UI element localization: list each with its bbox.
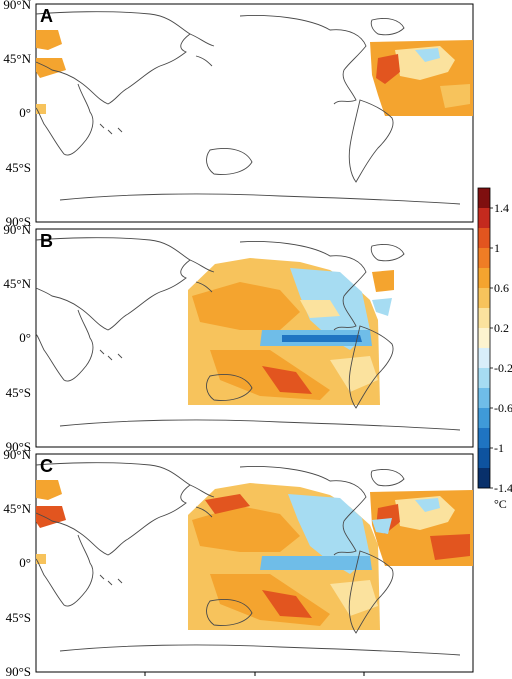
colorbar-label: 0.6 <box>494 281 509 295</box>
panel-b-letter: B <box>40 231 53 251</box>
panel-a-lat-labels: 90°N 45°N 0° 45°S 90°S <box>3 0 31 229</box>
colorbar-label: 0.2 <box>494 321 509 335</box>
colorbar-labels: 1.4 1 0.6 0.2 -0.2 -0.6 -1 -1.4 <box>490 201 512 495</box>
colorbar-swatch <box>478 228 490 249</box>
panel-a-lat-45s: 45°S <box>6 160 31 175</box>
panel-c-letter: C <box>40 456 53 476</box>
colorbar-frame <box>477 187 491 489</box>
colorbar-swatch <box>478 268 490 289</box>
panel-b-lat-labels: 90°N 45°N 0° 45°S 90°S <box>3 222 31 454</box>
colorbar-label: -1 <box>494 441 504 455</box>
colorbar-swatch <box>478 348 490 369</box>
panel-c-anomaly-field <box>36 480 473 630</box>
panel-c-lat-45s: 45°S <box>6 610 31 625</box>
panel-b-lat-90s: 90°S <box>6 439 31 454</box>
panel-b-lat-45n: 45°N <box>3 276 31 291</box>
panel-c-lat-90n: 90°N <box>3 447 31 462</box>
panel-a-lat-0: 0° <box>19 105 31 120</box>
panel-a-anomaly-field <box>36 30 473 116</box>
panel-a-coastlines <box>35 11 461 205</box>
panel-a: A 90°N 45°N 0° 45°S 90°S <box>3 0 474 229</box>
panel-b-lat-45s: 45°S <box>6 385 31 400</box>
panel-c-lon-ticks <box>144 672 365 676</box>
panel-b: B 90°N 45°N 0° 45°S 90°S <box>3 222 474 454</box>
colorbar-swatch <box>478 288 490 309</box>
colorbar-label: -0.2 <box>494 361 512 375</box>
colorbar-swatch <box>478 368 490 389</box>
panel-c-lat-45n: 45°N <box>3 501 31 516</box>
panel-c-lat-90s: 90°S <box>6 664 31 679</box>
panel-c: C 90°N 45°N 0° 45°S 90°S <box>3 447 474 679</box>
colorbar-label: 1 <box>494 241 500 255</box>
colorbar-label: 1.4 <box>494 201 509 215</box>
colorbar: 1.4 1 0.6 0.2 -0.2 -0.6 -1 -1.4 °C <box>477 187 512 511</box>
colorbar-swatch <box>478 428 490 449</box>
colorbar-swatches <box>478 188 490 489</box>
panel-a-lat-90s: 90°S <box>6 214 31 229</box>
colorbar-swatch <box>478 308 490 329</box>
panel-c-lat-labels: 90°N 45°N 0° 45°S 90°S <box>3 447 31 679</box>
panel-b-coastlines <box>35 237 461 431</box>
panel-b-lat-90n: 90°N <box>3 222 31 237</box>
colorbar-swatch <box>478 448 490 469</box>
panel-b-lat-0: 0° <box>19 330 31 345</box>
panel-c-coastlines <box>35 462 461 656</box>
colorbar-swatch <box>478 328 490 349</box>
colorbar-swatch <box>478 468 490 489</box>
colorbar-swatch <box>478 188 490 209</box>
colorbar-swatch <box>478 388 490 409</box>
panel-a-letter: A <box>40 6 53 26</box>
panel-a-lat-45n: 45°N <box>3 51 31 66</box>
colorbar-label: -0.6 <box>494 401 512 415</box>
colorbar-swatch <box>478 248 490 269</box>
colorbar-swatch <box>478 208 490 229</box>
colorbar-unit: °C <box>494 497 507 511</box>
colorbar-label: -1.4 <box>494 481 512 495</box>
panel-c-lat-0: 0° <box>19 555 31 570</box>
panel-a-lat-90n: 90°N <box>3 0 31 12</box>
colorbar-swatch <box>478 408 490 429</box>
